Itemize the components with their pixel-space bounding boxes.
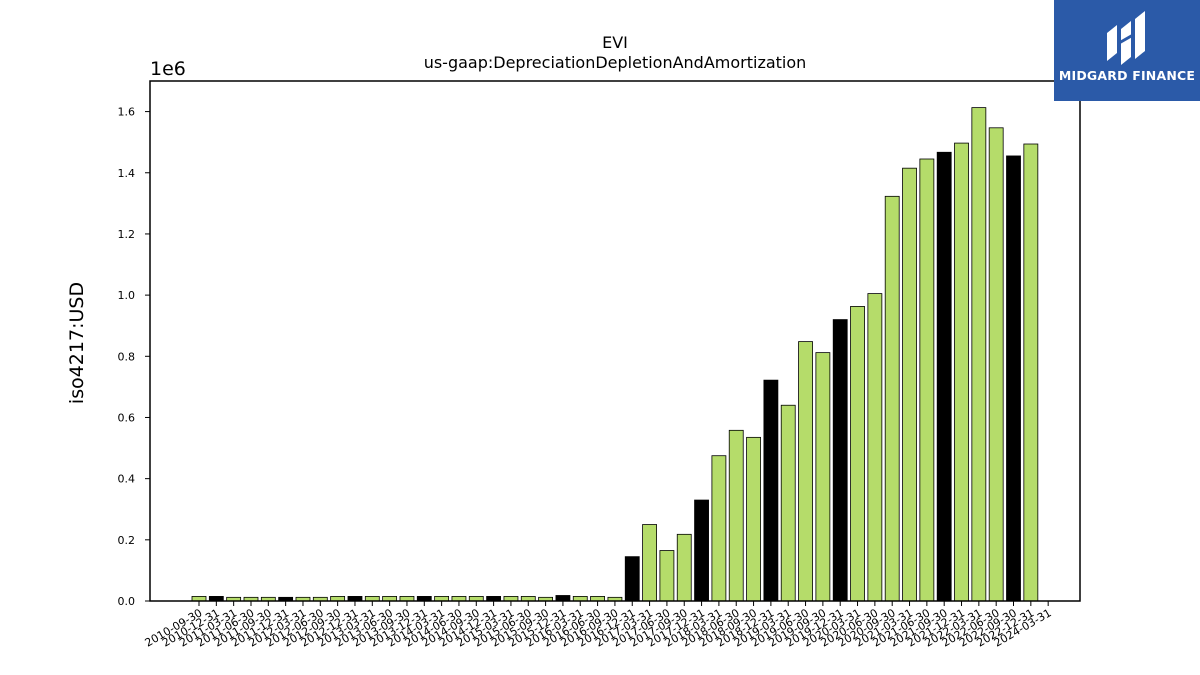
- bar-2018-12-31: [763, 379, 779, 602]
- bar-2016-12-31: [624, 556, 640, 602]
- bar-2019-09-30: [815, 352, 831, 602]
- chart-subtitle: us-gaap:DepreciationDepletionAndAmortiza…: [424, 53, 807, 72]
- y-axis-label: iso4217:USD: [66, 282, 88, 404]
- bar-2017-09-30: [676, 533, 692, 602]
- bar-2019-12-31: [832, 319, 848, 602]
- bar-2017-03-31: [642, 524, 657, 602]
- y-tick-label: 0.8: [118, 350, 136, 363]
- y-tick-label: 0.4: [118, 473, 136, 486]
- bar-2022-06-30: [988, 127, 1004, 602]
- bar-2017-06-30: [659, 550, 675, 602]
- y-tick-label: 1.6: [118, 106, 136, 119]
- bar-2019-03-31: [780, 404, 796, 602]
- bar-2021-12-31: [954, 142, 969, 602]
- bar-2015-12-31: [555, 595, 571, 602]
- y-tick-label: 1.4: [118, 167, 136, 180]
- y-tick-label: 0.2: [118, 534, 136, 547]
- bar-2021-03-31: [902, 167, 917, 602]
- bar-2019-06-30: [798, 341, 813, 602]
- bar-2018-03-31: [711, 455, 727, 602]
- bar-2022-09-30: [1006, 155, 1021, 602]
- y-tick-label: 1.2: [118, 228, 136, 241]
- y-axis-multiplier: 1e6: [150, 58, 186, 80]
- bar-2018-06-30: [728, 429, 744, 602]
- bar-2017-12-31: [694, 499, 709, 602]
- bar-2020-09-30: [884, 195, 900, 602]
- bar-2022-03-31: [971, 107, 987, 602]
- logo-wordmark: MIDGARD FINANCE: [1058, 68, 1196, 83]
- plot-frame: [149, 80, 1081, 602]
- midgard-finance-logo: MIDGARD FINANCE: [1054, 0, 1200, 101]
- bar-2020-03-31: [850, 306, 865, 602]
- bar-2018-09-30: [746, 436, 761, 602]
- y-tick-label: 1.0: [118, 289, 136, 302]
- y-tick-label: 0.0: [118, 595, 136, 608]
- bar-2021-06-30: [919, 158, 935, 602]
- y-tick-label: 0.6: [118, 411, 136, 424]
- bar-2021-09-30: [936, 151, 952, 602]
- bar-2022-12-31: [1023, 143, 1039, 602]
- logo-mark-icon: [1107, 11, 1145, 65]
- chart-title: EVI: [602, 33, 628, 52]
- bar-2020-06-30: [867, 293, 883, 602]
